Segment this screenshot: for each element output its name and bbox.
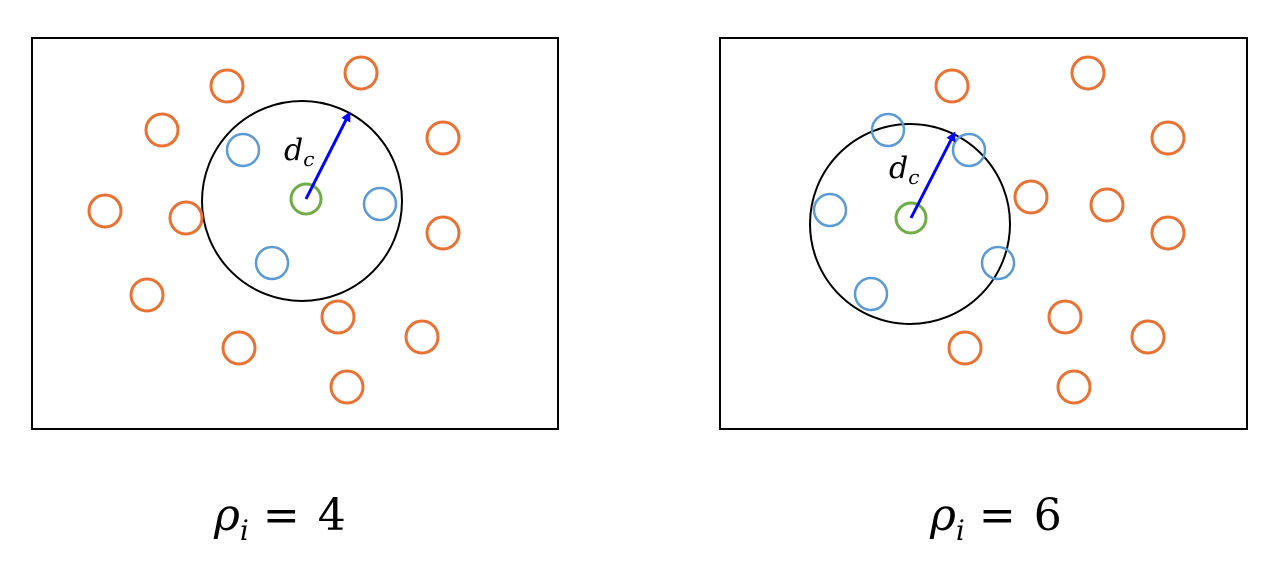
outer-point	[87, 193, 123, 229]
radius-label-sub: c	[908, 165, 919, 189]
inner-point	[362, 186, 398, 222]
caption-subscript: i	[956, 514, 965, 547]
inner-point	[980, 245, 1016, 281]
density-caption: ρi = 6	[929, 490, 1062, 547]
outer-point	[1150, 120, 1186, 156]
caption-equals: =	[263, 490, 300, 541]
inner-points	[225, 132, 398, 281]
inner-point	[812, 192, 848, 228]
radius-label: dc	[284, 133, 314, 171]
outer-point	[144, 112, 180, 148]
caption-symbol: ρ	[929, 490, 956, 541]
caption-value: 6	[1034, 490, 1062, 541]
radius-arrow	[304, 111, 351, 200]
outer-point	[1070, 55, 1106, 91]
outer-point	[168, 200, 204, 236]
outer-point	[1130, 319, 1166, 355]
outer-point	[209, 68, 245, 104]
inner-point	[225, 132, 261, 168]
radius-label-base: d	[284, 133, 303, 168]
outer-points	[934, 55, 1186, 405]
outer-point	[1047, 299, 1083, 335]
inner-points	[812, 112, 1016, 312]
inner-point	[254, 245, 290, 281]
outer-point	[343, 55, 379, 91]
radius-label-sub: c	[303, 147, 314, 171]
inner-point	[870, 112, 906, 148]
caption-equals: =	[979, 490, 1016, 541]
radius-label-base: d	[889, 151, 908, 186]
panel-left: dc ρi = 4	[31, 37, 559, 547]
outer-point	[1056, 369, 1092, 405]
outer-point	[1013, 179, 1049, 215]
radius-label: dc	[889, 151, 919, 189]
outer-point	[320, 299, 356, 335]
inner-point	[853, 276, 889, 312]
cutoff-circle	[809, 123, 1011, 325]
outer-point	[1089, 187, 1125, 223]
outer-point	[934, 68, 970, 104]
density-caption: ρi = 4	[213, 490, 346, 547]
panel-frame	[719, 37, 1248, 430]
cutoff-circle	[201, 100, 403, 302]
outer-point	[425, 215, 461, 251]
caption-symbol: ρ	[213, 490, 240, 541]
outer-point	[129, 277, 165, 313]
outer-point	[1150, 215, 1186, 251]
caption-value: 4	[318, 490, 346, 541]
outer-point	[329, 369, 365, 405]
panel-right: dc ρi = 6	[719, 37, 1248, 547]
outer-point	[221, 330, 257, 366]
caption-subscript: i	[240, 514, 249, 547]
center-point	[289, 182, 323, 216]
center-point	[894, 201, 928, 235]
inner-point	[951, 132, 987, 168]
panel-frame	[31, 37, 559, 430]
outer-point	[425, 120, 461, 156]
outer-point	[404, 319, 440, 355]
outer-points	[87, 55, 461, 405]
radius-arrow	[909, 131, 956, 219]
outer-point	[947, 330, 983, 366]
